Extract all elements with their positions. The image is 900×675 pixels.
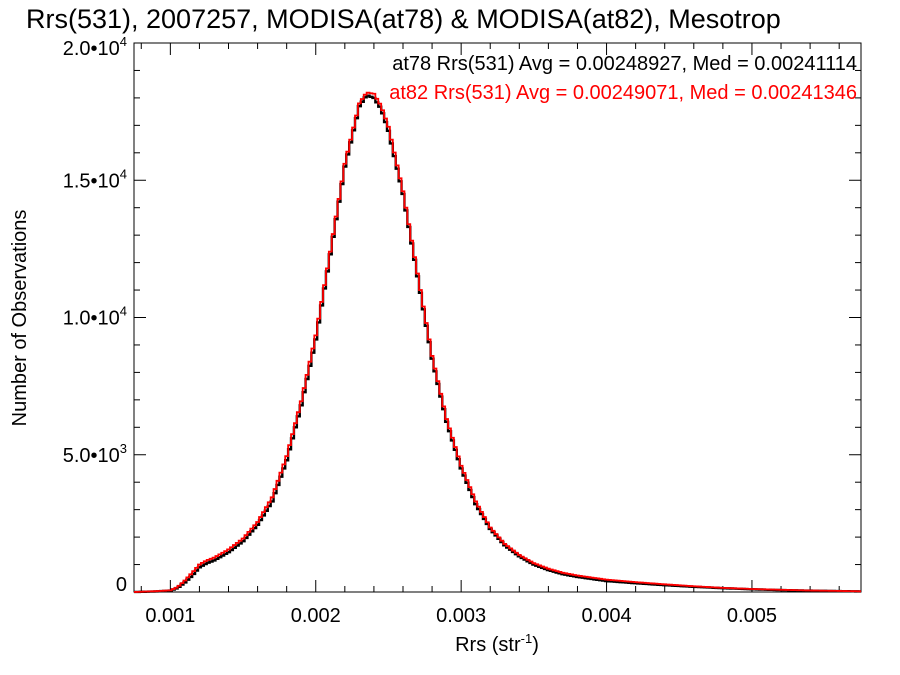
x-tick-label: 0.001 bbox=[145, 605, 195, 627]
x-axis-label: Rrs (str-1) bbox=[455, 631, 539, 656]
y-tick-label: 2.0•104 bbox=[63, 34, 127, 60]
plot-frame bbox=[133, 42, 862, 593]
x-tick-label: 0.002 bbox=[291, 605, 341, 627]
chart-title: Rrs(531), 2007257, MODISA(at78) & MODISA… bbox=[26, 4, 781, 34]
y-axis-ticks: 0 5.0•103 1.0•104 1.5•104 2.0•104 bbox=[63, 34, 861, 596]
annotation-at78: at78 Rrs(531) Avg = 0.00248927, Med = 0.… bbox=[392, 53, 857, 75]
x-axis-ticks: 0.001 0.002 0.003 0.004 0.005 bbox=[140, 43, 840, 627]
y-tick-label: 1.0•104 bbox=[63, 304, 127, 330]
y-tick-label: 0 bbox=[116, 574, 127, 596]
y-tick-label: 5.0•103 bbox=[63, 441, 127, 467]
annotation-at82: at82 Rrs(531) Avg = 0.00249071, Med = 0.… bbox=[389, 82, 857, 104]
y-axis-label: Number of Observations bbox=[9, 210, 31, 427]
y-tick-label: 1.5•104 bbox=[63, 166, 127, 192]
data-series bbox=[134, 91, 861, 594]
x-tick-label: 0.004 bbox=[582, 605, 632, 627]
series-line-at82 bbox=[134, 91, 861, 593]
x-tick-label: 0.003 bbox=[436, 605, 486, 627]
series-line-at78 bbox=[134, 94, 861, 594]
x-tick-label: 0.005 bbox=[727, 605, 777, 627]
